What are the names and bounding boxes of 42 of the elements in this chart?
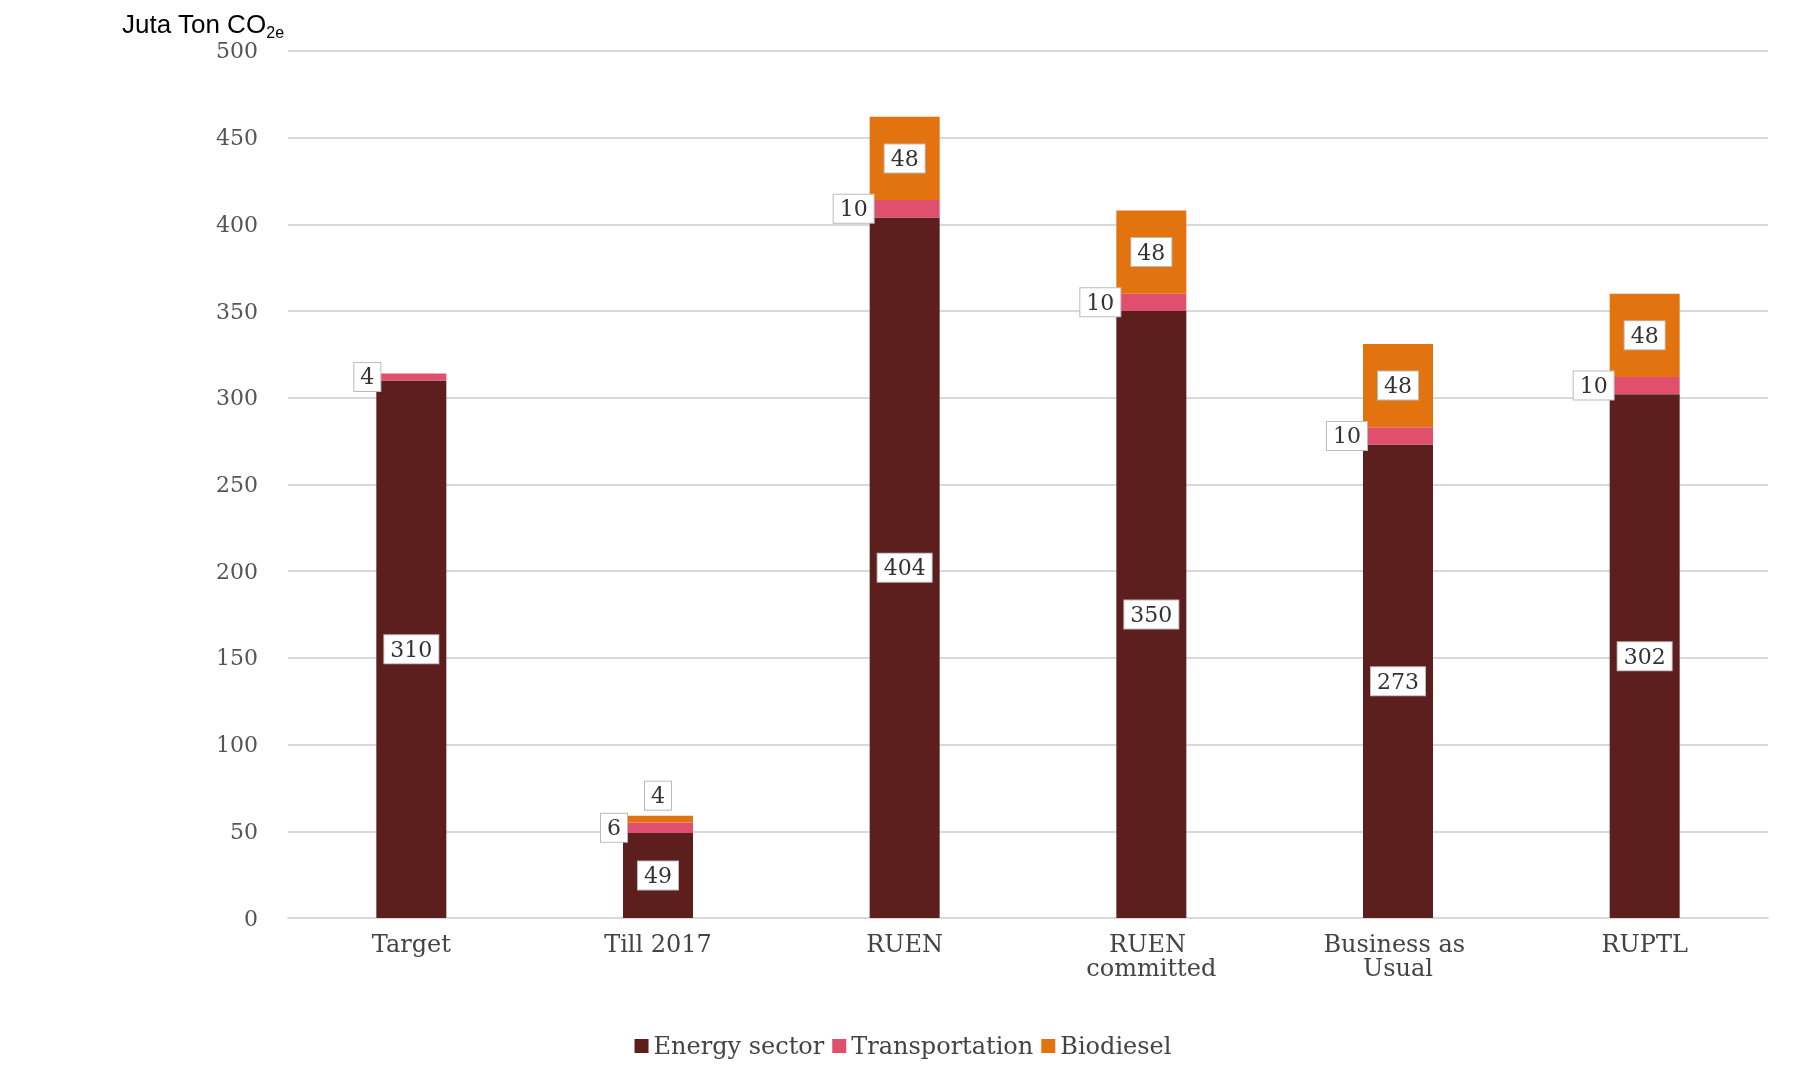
x-tick-label: RUEN: [866, 930, 944, 958]
legend-label: Transportation: [851, 1032, 1034, 1060]
data-label: 404: [883, 555, 926, 581]
data-label: 48: [1630, 322, 1659, 348]
legend-label: Energy sector: [653, 1032, 825, 1060]
y-tick-label: 200: [216, 558, 258, 584]
bar: [1609, 394, 1680, 918]
y-tick-label: 250: [216, 471, 258, 497]
data-label: 48: [890, 145, 919, 171]
bar: [376, 380, 447, 918]
data-label: 49: [644, 863, 672, 889]
data-label: 310: [390, 636, 433, 662]
data-label: 350: [1130, 602, 1173, 628]
y-tick-label: 400: [216, 211, 258, 237]
data-label: 302: [1623, 643, 1666, 669]
x-tick-label: Target: [371, 930, 452, 958]
y-tick-label: 50: [230, 818, 258, 844]
data-label: 4: [360, 364, 375, 390]
x-tick-label: RUPTL: [1601, 930, 1688, 958]
x-tick-label: Till 2017: [604, 930, 712, 958]
bar: [1116, 311, 1187, 918]
data-label: 10: [1333, 423, 1361, 449]
data-label: 10: [839, 196, 868, 222]
x-tick-label: RUEN committed: [1086, 930, 1217, 982]
data-label: 4: [651, 783, 665, 809]
bar: [1363, 444, 1433, 918]
y-tick-label: 500: [216, 38, 258, 64]
data-label: 48: [1137, 239, 1166, 265]
data-label: 10: [1579, 373, 1608, 399]
y-tick-label: 0: [244, 905, 258, 931]
legend-label: Biodiesel: [1060, 1032, 1172, 1060]
y-tick-label: 450: [216, 125, 258, 151]
y-tick-label: 100: [216, 732, 258, 758]
data-label: 273: [1377, 668, 1419, 694]
y-tick-label: 300: [216, 385, 258, 411]
data-label: 48: [1384, 373, 1412, 399]
x-tick-label: Business as Usual: [1323, 930, 1473, 982]
data-label: 6: [607, 815, 621, 841]
y-tick-label: 150: [216, 645, 258, 671]
y-tick-label: 350: [216, 298, 258, 324]
data-label: 10: [1086, 289, 1115, 315]
bar: [869, 217, 940, 918]
